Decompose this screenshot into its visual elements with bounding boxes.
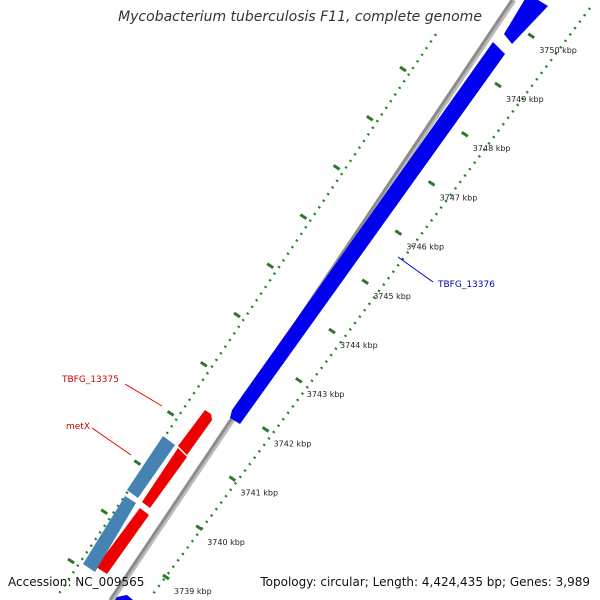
outer-major-tick bbox=[332, 164, 341, 171]
genome-summary-text: Topology: circular; Length: 4,424,435 bp… bbox=[260, 575, 590, 589]
inner-major-tick bbox=[361, 278, 370, 286]
outer-major-tick bbox=[233, 311, 241, 319]
accession-text: Accession: NC_009565 bbox=[8, 575, 145, 589]
inner-major-tick bbox=[328, 327, 336, 335]
inner-major-tick bbox=[494, 81, 502, 89]
gene-steelblue-upper[interactable] bbox=[127, 436, 175, 498]
inner-major-tick bbox=[394, 229, 403, 236]
outer-major-tick bbox=[166, 410, 175, 417]
outer-major-tick bbox=[399, 65, 407, 73]
inner-major-tick bbox=[162, 573, 170, 581]
label-metx: metX bbox=[66, 422, 90, 432]
label-line-tbfg-13375 bbox=[124, 383, 163, 407]
gene-metx[interactable] bbox=[142, 448, 187, 508]
tick-label: 3740 kbp bbox=[207, 538, 245, 547]
inner-major-tick bbox=[261, 426, 270, 433]
inner-dotted-ring bbox=[148, 7, 592, 599]
gene-top-forward[interactable] bbox=[504, 0, 548, 44]
outer-major-tick bbox=[266, 262, 275, 270]
outer-major-tick bbox=[133, 459, 142, 466]
inner-major-tick bbox=[527, 32, 536, 40]
map-title: Mycobacterium tuberculosis F11, complete… bbox=[118, 9, 482, 25]
outer-major-tick bbox=[299, 213, 308, 220]
tick-label: 3750 kbp bbox=[539, 46, 577, 55]
label-tbfg-13376: TBFG_13376 bbox=[437, 280, 495, 290]
tick-label: 3741 kbp bbox=[240, 489, 278, 498]
tick-label: 3749 kbp bbox=[506, 95, 544, 104]
gene-steelblue-lower[interactable] bbox=[83, 496, 136, 572]
inner-major-tick bbox=[460, 130, 469, 138]
tick-label: 3748 kbp bbox=[473, 144, 511, 153]
label-tbfg-13375: TBFG_13375 bbox=[61, 375, 119, 385]
tick-label: 3745 kbp bbox=[373, 292, 411, 301]
tick-label: 3742 kbp bbox=[274, 439, 312, 448]
gene-tbfg-13376[interactable] bbox=[230, 42, 505, 424]
inner-major-tick bbox=[294, 376, 303, 384]
tick-label: 3744 kbp bbox=[340, 341, 378, 350]
outer-tick-marks bbox=[67, 65, 407, 565]
tick-label: 3746 kbp bbox=[406, 243, 444, 252]
gene-reverse-lower[interactable] bbox=[96, 508, 149, 574]
outer-major-tick bbox=[199, 360, 208, 368]
outer-major-tick bbox=[100, 508, 109, 516]
tick-label: 3739 kbp bbox=[174, 587, 212, 596]
inner-major-tick bbox=[228, 475, 237, 482]
tick-label: 3747 kbp bbox=[440, 193, 478, 202]
gene-bottom-forward[interactable] bbox=[115, 595, 133, 600]
outer-major-tick bbox=[67, 557, 75, 565]
inner-major-tick bbox=[427, 180, 436, 187]
label-line-metx bbox=[91, 427, 132, 456]
outer-dotted-ring bbox=[54, 33, 438, 599]
tick-label: 3743 kbp bbox=[307, 390, 345, 399]
label-line-tbfg-13376 bbox=[397, 256, 434, 283]
inner-major-tick bbox=[195, 524, 204, 532]
inner-tick-marks: 3739 kbp 3740 kbp 3741 kbp 3742 kbp 3743 kbp… bbox=[162, 32, 577, 596]
gene-tbfg-13375[interactable] bbox=[178, 410, 212, 455]
outer-major-tick bbox=[365, 114, 374, 122]
